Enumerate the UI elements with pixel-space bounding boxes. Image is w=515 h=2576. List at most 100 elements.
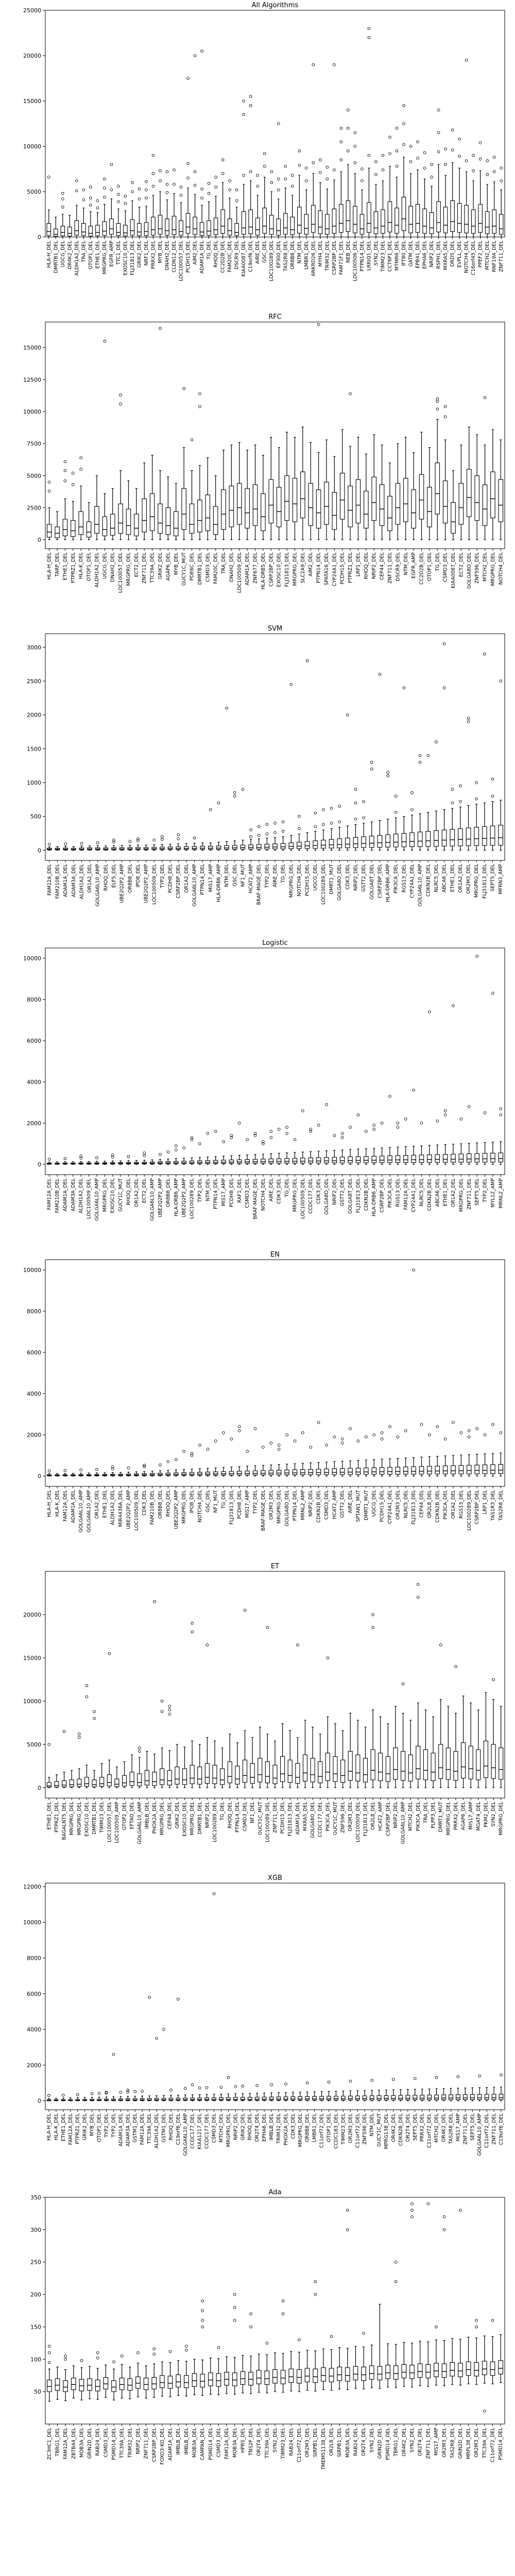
box-1-11	[134, 488, 139, 540]
outlier-point	[120, 2354, 124, 2358]
box-iqr	[381, 209, 385, 234]
outlier-point	[444, 147, 447, 151]
x-tick-label: SYN2_DEL	[369, 2427, 375, 2452]
outlier-point	[491, 1423, 494, 1426]
outlier-point	[138, 1746, 141, 1750]
box-iqr	[292, 478, 298, 522]
box-1-35	[324, 439, 329, 540]
outlier-point	[235, 188, 238, 192]
outlier-point	[269, 1130, 273, 1133]
outlier-point	[117, 200, 120, 204]
box-7-30	[288, 2351, 294, 2392]
box-iqr	[248, 2371, 253, 2386]
outlier-point	[97, 2092, 101, 2095]
box-3-32	[300, 1109, 305, 1165]
x-tick-label: PCDH15_DEL	[340, 552, 346, 584]
box-6-38	[319, 2091, 324, 2102]
box-7-8	[111, 2360, 116, 2401]
outlier-point	[160, 1700, 164, 1703]
box-iqr	[248, 209, 253, 234]
box-iqr	[378, 1753, 383, 1781]
box-iqr	[311, 205, 316, 233]
outlier-point	[47, 1743, 51, 1746]
outlier-point	[435, 2325, 438, 2329]
box-7-27	[264, 2342, 270, 2394]
outlier-point	[241, 788, 245, 791]
outlier-point	[340, 1437, 344, 1440]
box-iqr	[332, 1157, 337, 1163]
box-4-0	[46, 1469, 52, 1477]
outlier-point	[110, 188, 113, 192]
outlier-point	[249, 104, 252, 107]
box-7-29	[280, 2299, 286, 2393]
box-6-52	[420, 2089, 425, 2102]
box-2-9	[119, 845, 125, 851]
x-tick-label: MTCH2_DEL	[408, 1801, 414, 1831]
x-tick-label: GOLGA8O_DEL	[310, 1801, 316, 1838]
outlier-point	[103, 340, 107, 343]
outlier-point	[233, 794, 236, 798]
box-3-36	[332, 1134, 337, 1165]
y-tick-label: 3000	[27, 644, 41, 651]
y-tick-label: 500	[30, 814, 41, 820]
box-iqr	[319, 2096, 324, 2100]
box-0-46	[367, 27, 371, 238]
box-1-45	[403, 437, 408, 540]
box-iqr	[232, 2372, 237, 2386]
outlier-point	[269, 1136, 273, 1139]
x-tick-label: ZNF711_DEL	[142, 552, 147, 583]
outlier-point	[293, 1439, 297, 1443]
box-2-53	[474, 781, 479, 851]
box-iqr	[353, 2366, 358, 2381]
box-4-16	[173, 1458, 179, 1477]
box-2-41	[377, 672, 383, 851]
x-tick-label: DMRTB1_DEL	[197, 552, 203, 585]
x-tick-label: RHOQ_DEL	[168, 2113, 174, 2140]
outlier-point	[312, 63, 315, 66]
x-tick-label: C11orf72_DEL	[319, 2113, 325, 2148]
box-1-15	[165, 477, 171, 540]
x-tick-label: ZNF711_DEL	[387, 552, 393, 583]
box-1-54	[474, 434, 479, 540]
x-tick-label: OR1A2_DEL	[458, 863, 464, 893]
box-iqr	[353, 837, 358, 848]
outlier-point	[230, 1437, 233, 1440]
box-5-15	[160, 1700, 165, 1788]
outlier-point	[416, 157, 419, 160]
y-tick-label: 6000	[27, 1991, 41, 1997]
box-0-44	[353, 131, 357, 238]
x-tick-label: NTM_DEL	[403, 552, 409, 575]
box-iqr	[297, 207, 302, 234]
box-6-24	[219, 2086, 224, 2102]
x-tick-label: TIMM23_DEL	[380, 240, 386, 272]
box-iqr	[173, 511, 179, 536]
x-tick-label: MRNL2_AMP	[498, 1178, 504, 1209]
box-iqr	[237, 1471, 242, 1476]
box-3-39	[355, 1113, 361, 1165]
x-tick-label: RHOQ_DEL	[247, 2113, 253, 2140]
box-2-48	[434, 740, 439, 851]
x-tick-label: C11orf72_DEL	[355, 2113, 360, 2148]
outlier-point	[138, 187, 141, 191]
box-iqr	[137, 1773, 142, 1787]
box-iqr	[250, 1763, 255, 1784]
box-1-43	[387, 462, 392, 540]
outlier-point	[249, 828, 252, 832]
outlier-point	[95, 1156, 98, 1160]
outlier-point	[214, 175, 217, 179]
box-6-21	[197, 2086, 202, 2102]
box-1-48	[427, 447, 432, 540]
outlier-point	[221, 172, 225, 175]
box-iqr	[71, 2378, 76, 2390]
outlier-point	[234, 2085, 237, 2088]
outlier-point	[159, 169, 162, 173]
x-tick-label: OR8B8_DEL	[127, 863, 133, 893]
x-tick-label: NF1_MUT	[240, 864, 246, 887]
box-iqr	[458, 1465, 464, 1475]
box-4-30	[284, 1433, 289, 1477]
box-iqr	[321, 2367, 326, 2382]
box-2-50	[450, 788, 455, 851]
outlier-point	[500, 166, 503, 170]
y-tick-label: 8000	[27, 996, 41, 1003]
box-iqr	[401, 2364, 407, 2379]
